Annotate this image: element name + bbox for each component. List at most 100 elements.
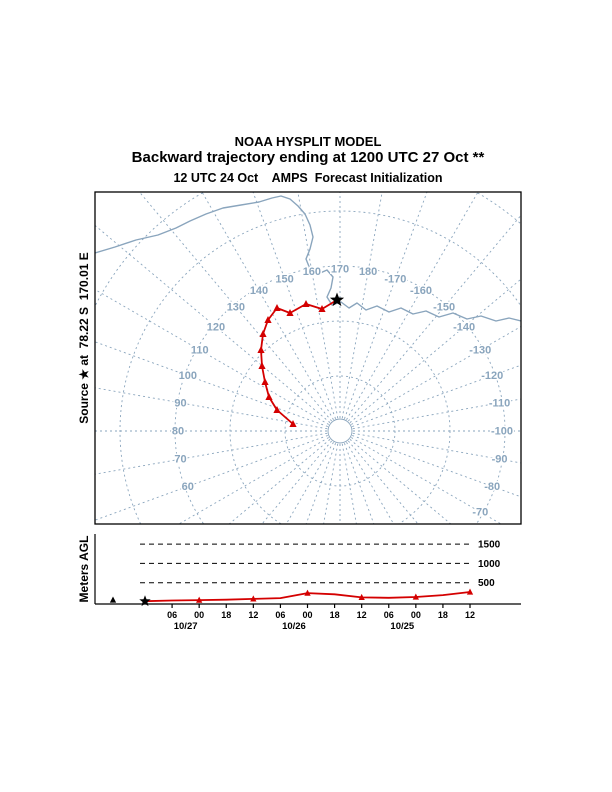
time-tick-label: 00 [194, 610, 204, 620]
latitude-circle [284, 375, 396, 487]
meridian-line [351, 325, 521, 425]
trajectory-marker [257, 346, 265, 353]
source-star-marker [329, 292, 345, 307]
trajectory-marker [258, 362, 266, 369]
meridian-line [305, 443, 336, 524]
meridian-label: 130 [227, 301, 245, 313]
time-tick-label: 12 [465, 610, 475, 620]
meridian-line [346, 192, 479, 420]
meridian-label: 140 [250, 285, 268, 297]
height-profile-marker [358, 593, 365, 600]
trajectory-marker [289, 420, 297, 427]
axis-start-tick [109, 596, 117, 603]
time-tick-label: 00 [302, 610, 312, 620]
meridian-label: -170 [384, 273, 406, 285]
trajectory-marker [259, 330, 267, 337]
meridian-label: 160 [303, 266, 321, 278]
meridian-line [201, 192, 334, 420]
latitude-circle [229, 320, 451, 524]
meridian-label: -100 [491, 426, 513, 438]
meridian-line [95, 432, 328, 475]
meridian-line [346, 442, 395, 524]
meridian-line [352, 432, 521, 464]
meridian-line [344, 443, 375, 524]
meridian-line [95, 435, 328, 521]
time-tick-label: 00 [411, 610, 421, 620]
map-frame [94, 191, 522, 525]
model-name-title: NOAA HYSPLIT MODEL [234, 134, 382, 149]
meridian-line [297, 192, 339, 419]
latitude-circle [174, 265, 506, 524]
latitude-circle [119, 210, 521, 524]
meridian-label: 90 [174, 397, 186, 409]
meridian-line [348, 440, 419, 524]
height-profile-marker [304, 589, 311, 596]
trajectory-marker [273, 304, 281, 311]
meridian-label: -90 [492, 454, 508, 466]
meridian-line [285, 442, 334, 524]
date-label: 10/27 [174, 621, 198, 632]
trajectory-marker [265, 393, 273, 400]
height-reference-value: 1500 [478, 540, 501, 551]
time-tick-label: 18 [330, 610, 340, 620]
meridian-line [138, 192, 332, 422]
time-tick-label: 18 [438, 610, 448, 620]
meridian-line [252, 192, 336, 419]
meridian-line [344, 192, 428, 419]
meridian-label: -130 [469, 345, 491, 357]
meridian-line [261, 440, 332, 524]
meridian-line [349, 278, 521, 423]
meridian-line [349, 439, 452, 524]
meridian-line [348, 214, 521, 422]
meridian-label: 70 [174, 454, 186, 466]
meridian-line [341, 443, 357, 524]
height-profile-star [139, 595, 151, 607]
meridian-label: -120 [481, 370, 503, 382]
coastline [95, 195, 521, 322]
meridian-line [95, 387, 328, 430]
meridian-label: 100 [179, 370, 197, 382]
time-tick-label: 06 [167, 610, 177, 620]
meridian-line [178, 437, 329, 524]
meridian-label: -150 [433, 301, 455, 313]
time-tick-label: 18 [221, 610, 231, 620]
trajectory-marker [261, 378, 269, 385]
meridian-label: 120 [207, 321, 225, 333]
pole-circle [327, 418, 353, 444]
meridian-line [341, 192, 383, 419]
time-tick-label: 12 [248, 610, 258, 620]
meridian-label: -70 [472, 507, 488, 519]
meridian-label: -80 [484, 481, 500, 493]
height-profile-marker [250, 595, 257, 602]
height-profile-marker [412, 593, 419, 600]
meridian-line [323, 443, 339, 524]
meridian-label: 180 [359, 266, 377, 278]
meridian-line [95, 289, 329, 425]
trajectory-marker [286, 309, 294, 316]
meridian-line [228, 439, 331, 524]
meridian-line [352, 364, 521, 427]
trajectory-marker [273, 406, 281, 413]
meridian-line [352, 435, 521, 498]
height-reference-value: 1000 [478, 559, 501, 570]
meridian-line [95, 224, 331, 423]
trajectory-marker [318, 305, 326, 312]
meridian-label: 170 [331, 264, 349, 276]
meridian-label: 60 [182, 481, 194, 493]
time-tick-label: 12 [357, 610, 367, 620]
time-tick-label: 06 [275, 610, 285, 620]
meridian-line [351, 437, 502, 524]
meridian-label: -110 [489, 397, 510, 409]
time-tick-label: 06 [384, 610, 394, 620]
date-label: 10/26 [282, 621, 306, 632]
height-profile-marker [196, 596, 203, 603]
meridian-label: 80 [172, 426, 184, 438]
height-profile-marker [466, 588, 474, 595]
initialization-subtitle: 12 UTC 24 Oct AMPS Forecast Initializati… [173, 171, 443, 185]
height-reference-value: 500 [478, 578, 495, 589]
meridian-label: -140 [453, 321, 475, 333]
date-label: 10/25 [390, 621, 414, 632]
meridian-label: -160 [410, 285, 432, 297]
